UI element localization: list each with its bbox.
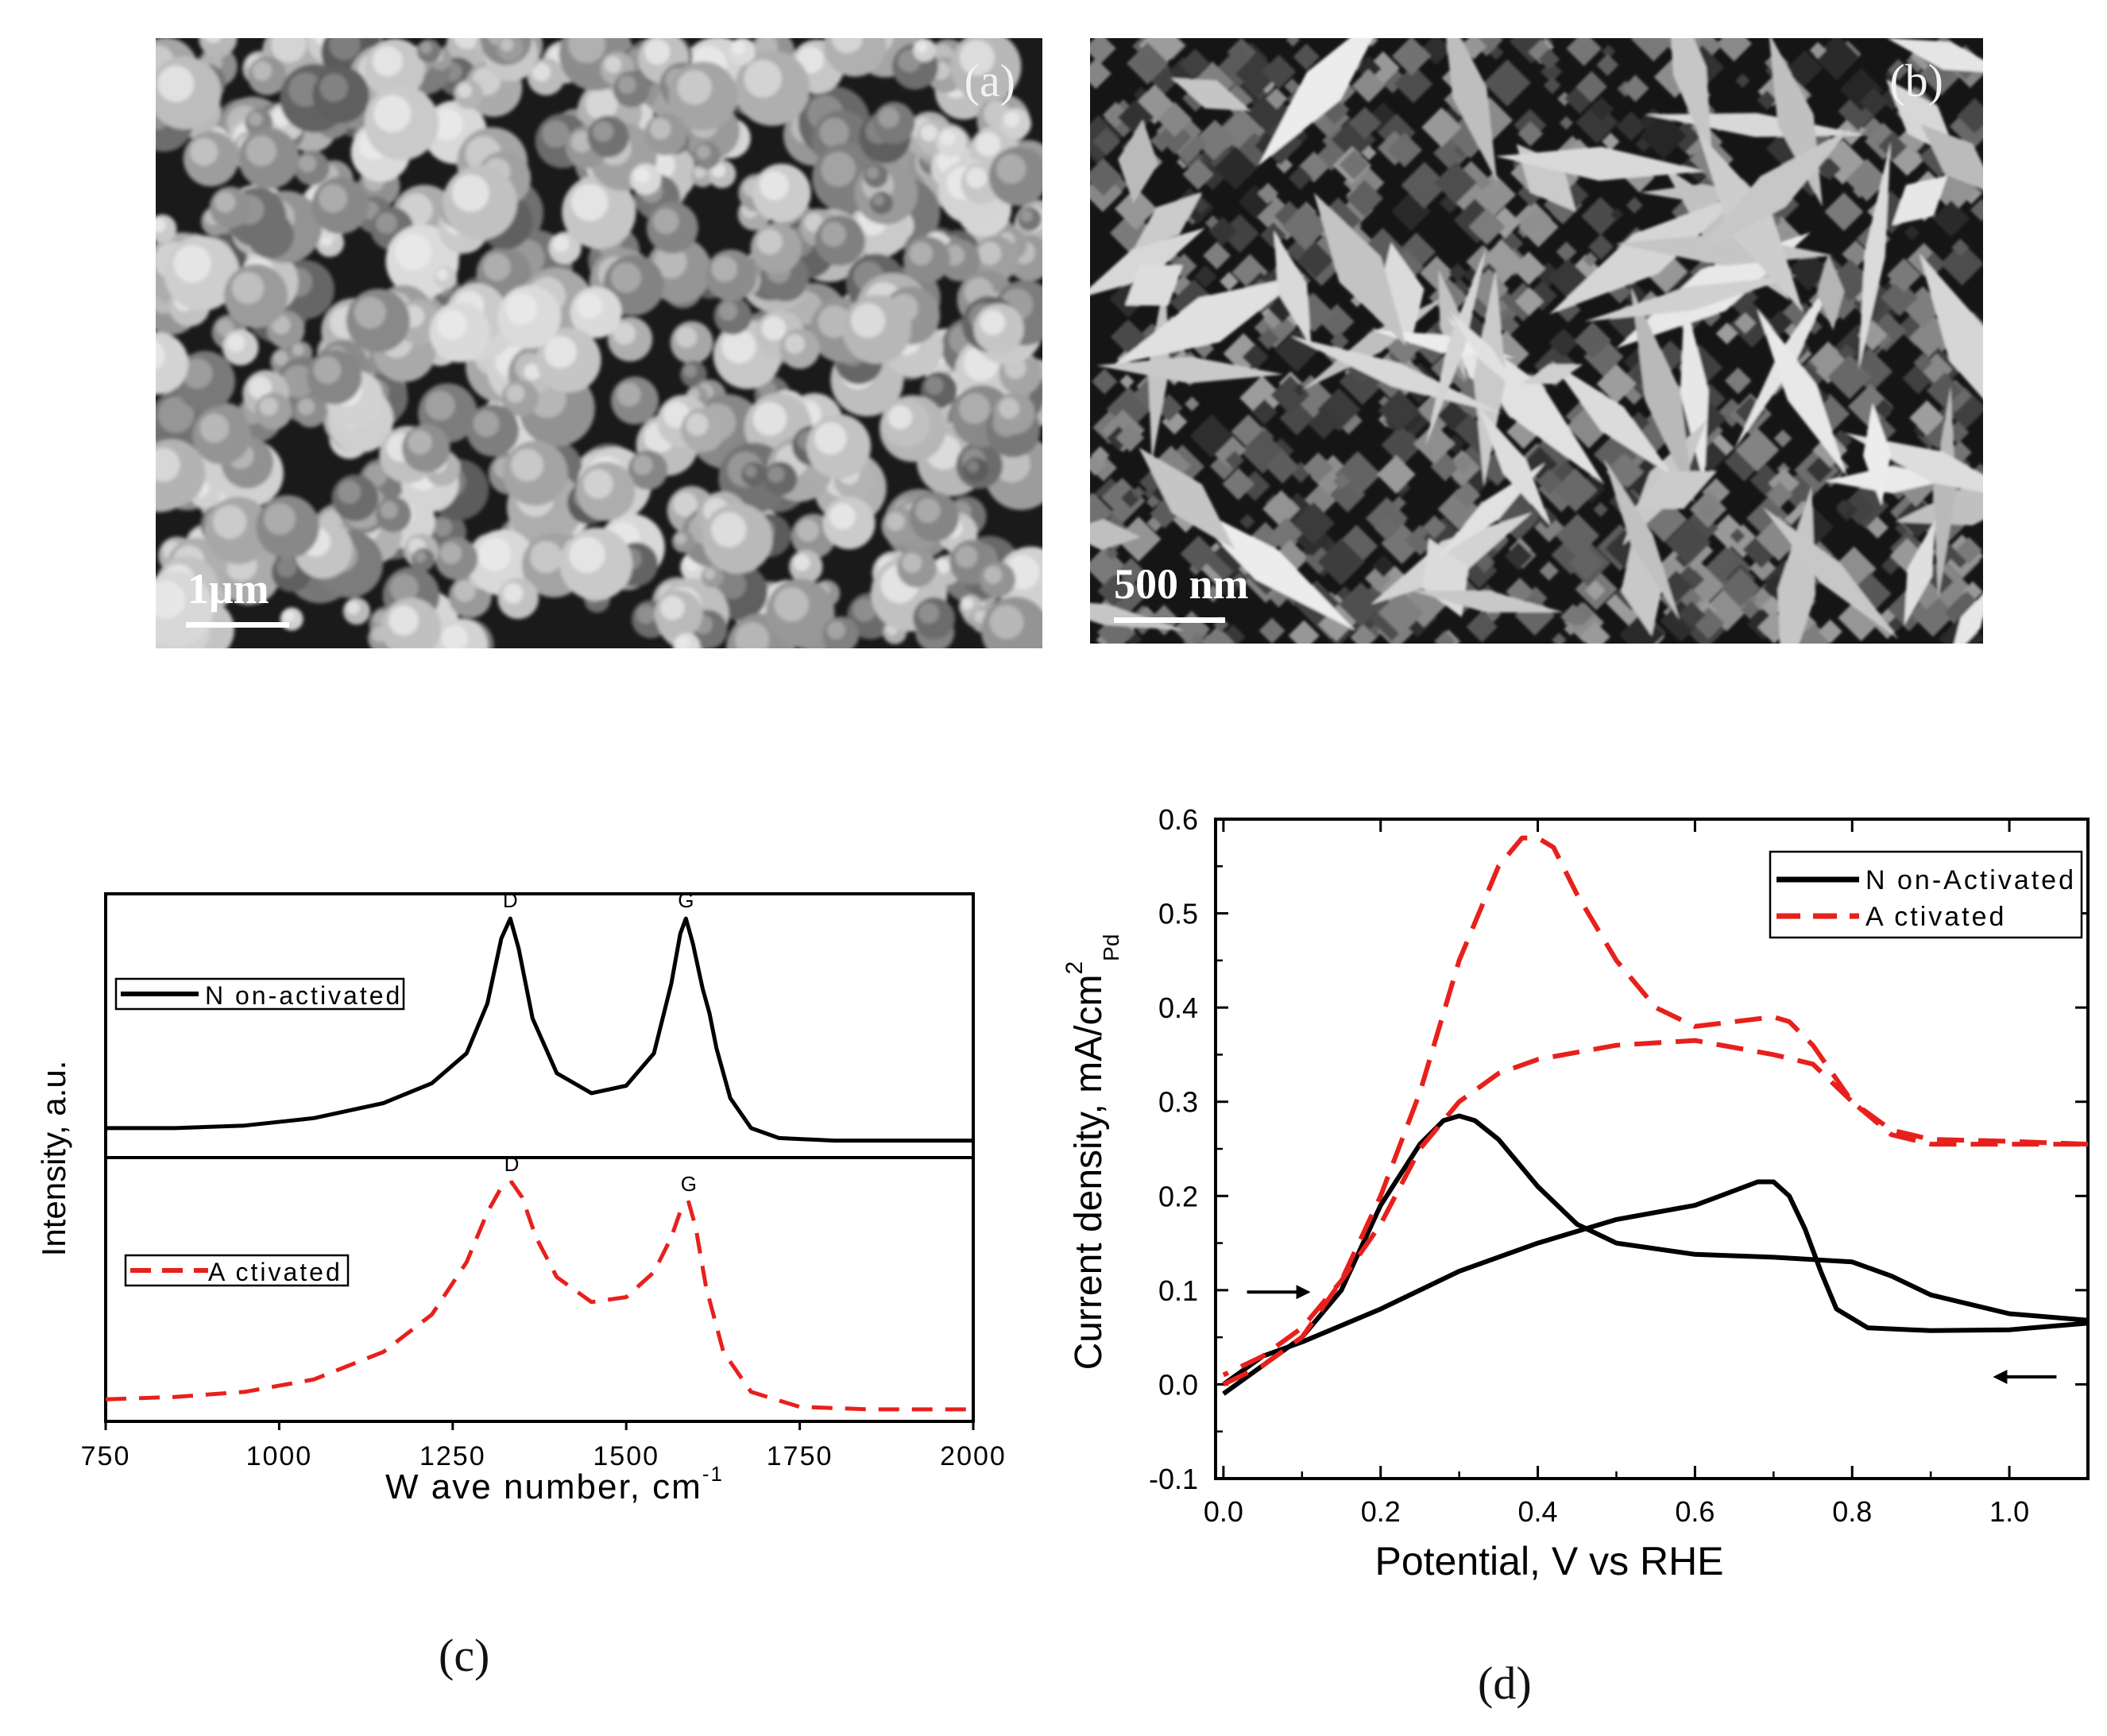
- panel-a-label: (a): [964, 55, 1015, 106]
- raman-x-tick-label: 1250: [419, 1441, 486, 1471]
- raman-upper-frame: [104, 892, 975, 1159]
- legend-activated: A ctivated: [124, 1254, 350, 1287]
- raman-y-axis-title: Intensity, a.u.: [35, 1061, 72, 1257]
- cv-x-tick-label: 0.4: [1518, 1495, 1558, 1528]
- raman-peak-label-g: G: [678, 888, 694, 912]
- sem-a-texture: [156, 38, 1042, 648]
- raman-x-axis-title-sup: -1: [702, 1462, 724, 1486]
- raman-lower-frame: [104, 1156, 975, 1423]
- raman-x-axis-title-text: W ave number, cm: [385, 1467, 702, 1506]
- cv-series-activated-reverse: [1222, 1038, 2089, 1378]
- cv-y-axis-title-text: Current density, mA/cm: [1068, 975, 1110, 1371]
- cv-series-non-activated-reverse: [1222, 1179, 2089, 1386]
- cv-y-axis-title: Current density, mA/cm2 Pd: [1061, 934, 1123, 1371]
- cv-y-tick-label: 0.3: [1158, 1086, 1198, 1119]
- raman-x-tick-label: 1500: [593, 1441, 659, 1471]
- scale-bar-a: [186, 622, 289, 628]
- cv-chart: 0.0 0.2 0.4 0.6 0.8 1.0-0.10.00.10.20.30.40.5…: [1061, 803, 2090, 1583]
- sem-image-a: (a) 1μm: [156, 38, 1042, 648]
- cv-legend-label-non-activated: N on-Activated: [1865, 865, 2076, 895]
- raman-x-tick-label: 1000: [246, 1441, 313, 1471]
- raman-x-tick-label: 2000: [940, 1441, 1007, 1471]
- cv-legend: N on-Activated A ctivated: [1769, 850, 2083, 939]
- cv-x-tick-label: 0.0: [1204, 1495, 1243, 1528]
- sem-image-b: (b) 500 nm: [1090, 38, 1983, 644]
- cv-y-axis-title-sup: 2: [1061, 961, 1088, 975]
- cv-y-tick-label: 0.6: [1158, 803, 1198, 836]
- scale-label-a: 1μm: [188, 565, 269, 613]
- raman-chart: 750 1000 1250 1500 1750 2000 D G D G N on-activa…: [35, 888, 1007, 1506]
- raman-x-tick-label: 750: [81, 1441, 131, 1471]
- cv-series-non-activated-forward: [1222, 1113, 2089, 1396]
- cv-y-tick-label: 0.1: [1158, 1274, 1198, 1307]
- panel-b-label: (b): [1889, 55, 1943, 106]
- cv-x-tick-label: 0.2: [1361, 1495, 1401, 1528]
- cv-scan-arrowhead-right: [1296, 1285, 1311, 1300]
- raman-peak-label-g: G: [681, 1172, 697, 1196]
- cv-legend-label-activated: A ctivated: [1865, 902, 2006, 932]
- cv-series-activated-forward: [1222, 835, 2088, 1387]
- cv-x-tick-label: 0.8: [1832, 1495, 1872, 1528]
- raman-peak-label-d: D: [503, 888, 518, 912]
- cv-scan-arrowhead-left: [1993, 1369, 2008, 1384]
- cv-x-tick-label: 0.6: [1675, 1495, 1715, 1528]
- cv-y-tick-label: 0.2: [1158, 1180, 1198, 1212]
- legend-non-activated: N on-activated: [114, 977, 405, 1011]
- raman-series-activated: [105, 1180, 973, 1412]
- scale-bar-b: [1114, 617, 1225, 623]
- raman-x-tick-label: 1750: [767, 1441, 833, 1471]
- cv-y-tick-label: 0.4: [1158, 992, 1198, 1024]
- raman-series-non-activated: [106, 916, 973, 1143]
- caption-d: (d): [1478, 1657, 1532, 1709]
- cv-y-tick-label: 0.5: [1158, 898, 1198, 930]
- legend-label-activated: A ctivated: [208, 1258, 342, 1286]
- scale-label-b: 500 nm: [1114, 560, 1249, 608]
- cv-y-tick-label: -0.1: [1149, 1463, 1198, 1495]
- cv-y-tick-label: 0.0: [1158, 1368, 1198, 1401]
- caption-c: (c): [439, 1630, 490, 1681]
- cv-x-tick-label: 1.0: [1989, 1495, 2029, 1528]
- sem-b-texture: [1090, 38, 1983, 644]
- cv-x-axis-title: Potential, V vs RHE: [1374, 1539, 1723, 1583]
- raman-peak-label-d: D: [505, 1152, 520, 1176]
- raman-x-axis-title: W ave number, cm-1: [385, 1462, 724, 1506]
- legend-label-non-activated: N on-activated: [205, 981, 402, 1010]
- cv-y-axis-title-sub: Pd: [1099, 934, 1123, 961]
